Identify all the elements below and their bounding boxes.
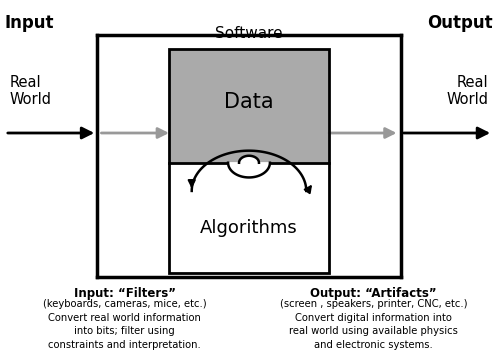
Text: Real
World: Real World (446, 75, 488, 107)
Polygon shape (239, 156, 259, 163)
Text: Output: Output (427, 14, 493, 32)
Text: (keyboards, cameras, mice, etc.)
Convert real world information
into bits; filte: (keyboards, cameras, mice, etc.) Convert… (43, 299, 206, 350)
Text: Input: Input (5, 14, 54, 32)
Text: Real
World: Real World (10, 75, 52, 107)
Polygon shape (228, 163, 270, 177)
Text: Software: Software (215, 26, 283, 41)
Bar (169, 163, 329, 273)
Text: Algorithms: Algorithms (200, 219, 298, 237)
Text: Input: “Filters”: Input: “Filters” (74, 287, 175, 300)
Bar (169, 49, 329, 163)
Text: Data: Data (224, 92, 274, 112)
Text: (screen , speakers, printer, CNC, etc.)
Convert digital information into
real wo: (screen , speakers, printer, CNC, etc.) … (280, 299, 467, 350)
Text: Output: “Artifacts”: Output: “Artifacts” (310, 287, 437, 300)
Bar (169, 49, 329, 273)
